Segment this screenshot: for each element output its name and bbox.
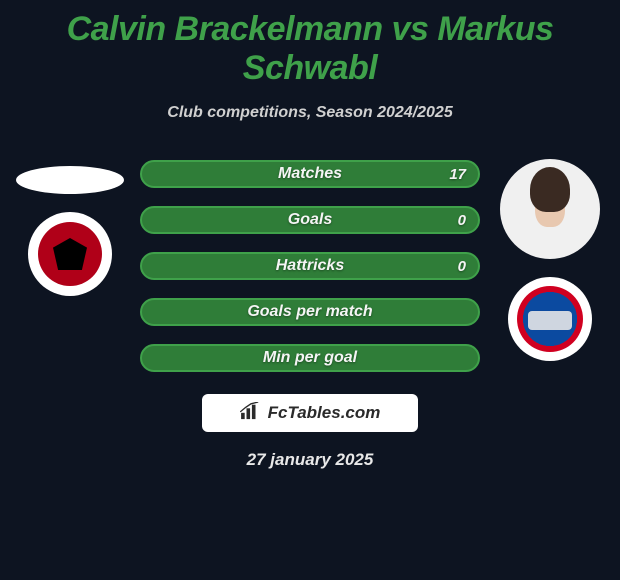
comparison-card: Calvin Brackelmann vs Markus Schwabl Clu… xyxy=(0,0,620,580)
stat-bar-goals-per-match: Goals per match xyxy=(140,298,480,326)
subtitle: Club competitions, Season 2024/2025 xyxy=(0,104,620,122)
stat-label: Min per goal xyxy=(263,349,357,367)
stat-right-value: 0 xyxy=(458,212,466,229)
player1-club-badge xyxy=(28,212,112,296)
stat-label: Goals xyxy=(288,211,332,229)
player1-name: Calvin Brackelmann xyxy=(67,10,383,48)
bar-chart-icon xyxy=(240,402,262,425)
date-label: 27 january 2025 xyxy=(0,450,620,470)
stat-bar-hattricks: Hattricks 0 xyxy=(140,252,480,280)
stat-bar-matches: Matches 17 xyxy=(140,160,480,188)
player1-photo xyxy=(16,166,124,194)
brand-label: FcTables.com xyxy=(268,403,381,423)
stat-right-value: 17 xyxy=(449,166,466,183)
player2-photo xyxy=(500,159,600,259)
right-column xyxy=(490,154,610,361)
stat-bar-min-per-goal: Min per goal xyxy=(140,344,480,372)
stat-label: Hattricks xyxy=(276,257,344,275)
stat-bars: Matches 17 Goals 0 Hattricks 0 Goals per… xyxy=(140,154,480,372)
left-column xyxy=(10,154,130,296)
content-area: Matches 17 Goals 0 Hattricks 0 Goals per… xyxy=(0,154,620,470)
brand-badge: FcTables.com xyxy=(202,394,418,432)
stat-label: Matches xyxy=(278,165,342,183)
vs-label: vs xyxy=(392,10,429,48)
stat-label: Goals per match xyxy=(247,303,372,321)
player2-club-badge xyxy=(508,277,592,361)
page-title: Calvin Brackelmann vs Markus Schwabl xyxy=(0,0,620,88)
stat-right-value: 0 xyxy=(458,258,466,275)
stat-bar-goals: Goals 0 xyxy=(140,206,480,234)
